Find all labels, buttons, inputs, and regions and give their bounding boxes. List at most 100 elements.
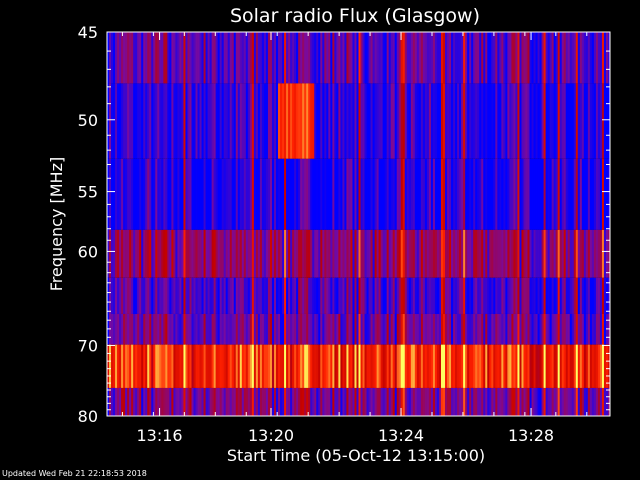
spectrogram-cell <box>386 344 390 388</box>
spectrogram-cell <box>133 313 136 345</box>
spectrogram-cell <box>274 83 277 159</box>
spectrogram-cell <box>517 158 520 230</box>
spectrogram-cell <box>445 313 448 345</box>
spectrogram-cell <box>211 32 215 84</box>
spectrogram-cell <box>511 277 514 314</box>
spectrogram-cell <box>255 313 259 345</box>
spectrogram-cell <box>597 83 601 159</box>
spectrogram-cell <box>314 158 317 230</box>
spectrogram-cell <box>507 387 510 416</box>
spectrogram-cell <box>392 313 396 345</box>
spectrogram-cell <box>191 158 194 230</box>
spectrogram-cell <box>322 83 325 159</box>
spectrogram-cell <box>599 83 603 159</box>
spectrogram-cell <box>143 313 146 345</box>
spectrogram-cell <box>553 313 557 345</box>
spectrogram-cell <box>527 277 530 314</box>
spectrogram-cell <box>414 313 418 345</box>
spectrogram-cell <box>346 387 349 416</box>
spectrogram-cell <box>599 313 603 345</box>
spectrogram-cell <box>113 32 116 84</box>
spectrogram-cell <box>595 158 599 230</box>
spectrogram-cell <box>322 229 325 278</box>
spectrogram-cell <box>169 387 172 416</box>
spectrogram-cell <box>434 32 438 84</box>
spectrogram-cell <box>523 32 526 84</box>
spectrogram-cell <box>155 387 158 416</box>
spectrogram-cell <box>601 83 605 159</box>
spectrogram-cell <box>271 229 275 278</box>
spectrogram-cell <box>352 229 355 278</box>
spectrogram-cell <box>432 387 436 416</box>
spectrogram-cell <box>330 313 333 345</box>
spectrogram-cell <box>223 387 227 416</box>
spectrogram-cell <box>402 277 406 314</box>
spectrogram-cell <box>127 344 130 388</box>
spectrogram-cell <box>131 277 134 314</box>
spectrogram-cell <box>479 344 482 388</box>
spectrogram-cell <box>603 158 607 230</box>
spectrogram-cell <box>209 32 213 84</box>
spectrogram-cell <box>396 277 400 314</box>
spectrogram-cell <box>203 83 206 159</box>
spectrogram-cell <box>274 313 277 345</box>
spectrogram-cell <box>276 83 279 159</box>
spectrogram-cell <box>318 313 321 345</box>
spectrogram-cell <box>253 277 257 314</box>
spectrogram-cell <box>432 158 436 230</box>
spectrogram-cell <box>567 229 571 278</box>
spectrogram-cell <box>535 83 538 159</box>
spectrogram-cell <box>555 344 559 388</box>
spectrogram-cell <box>249 277 253 314</box>
spectrogram-cell <box>451 83 454 159</box>
spectrogram-cell <box>358 313 361 345</box>
spectrogram-cell <box>276 387 279 416</box>
spectrogram-cell <box>499 83 502 159</box>
spectrogram-cell <box>276 313 279 345</box>
spectrogram-cell <box>271 313 275 345</box>
spectrogram-cell <box>203 387 206 416</box>
spectrogram-cell <box>372 313 375 345</box>
spectrogram-cell <box>571 83 575 159</box>
spectrogram-cell <box>215 229 219 278</box>
spectrogram-cell <box>199 313 202 345</box>
spectrogram-cell <box>541 83 544 159</box>
spectrogram-cell <box>424 83 428 159</box>
spectrogram-cell <box>412 32 416 84</box>
spectrogram-cell <box>360 277 363 314</box>
spectrogram-cell <box>278 229 281 278</box>
spectrogram-cell <box>438 229 442 278</box>
spectrogram-cell <box>591 313 595 345</box>
spectrogram-cell <box>312 83 315 159</box>
spectrogram-cell <box>336 229 339 278</box>
spectrogram-cell <box>432 313 436 345</box>
spectrogram-cell <box>175 387 178 416</box>
spectrogram-cell <box>426 158 430 230</box>
spectrogram-cell <box>394 313 398 345</box>
spectrogram-cell <box>235 313 239 345</box>
spectrogram-cell <box>549 344 553 388</box>
spectrogram-cell <box>221 229 225 278</box>
spectrogram-cell <box>543 32 547 84</box>
spectrogram-cell <box>473 313 476 345</box>
spectrogram-cell <box>169 277 172 314</box>
spectrogram-cell <box>503 313 506 345</box>
spectrogram-cell <box>527 158 530 230</box>
spectrogram-cell <box>410 229 414 278</box>
spectrogram-cell <box>587 313 591 345</box>
spectrogram-cell <box>587 32 591 84</box>
spectrogram-cell <box>330 32 333 84</box>
spectrogram-cell <box>171 83 174 159</box>
x-tick-label: 13:24 <box>378 426 424 445</box>
spectrogram-cell <box>563 277 567 314</box>
spectrogram-cell <box>151 83 154 159</box>
spectrogram-cell <box>187 83 190 159</box>
spectrogram-cell <box>505 32 508 84</box>
spectrogram-cell <box>477 32 480 84</box>
spectrogram-cell <box>436 313 440 345</box>
spectrogram-cell <box>352 387 355 416</box>
spectrogram-cell <box>139 83 142 159</box>
spectrogram-cell <box>449 387 452 416</box>
spectrogram-cell <box>388 277 392 314</box>
spectrogram-cell <box>549 387 553 416</box>
